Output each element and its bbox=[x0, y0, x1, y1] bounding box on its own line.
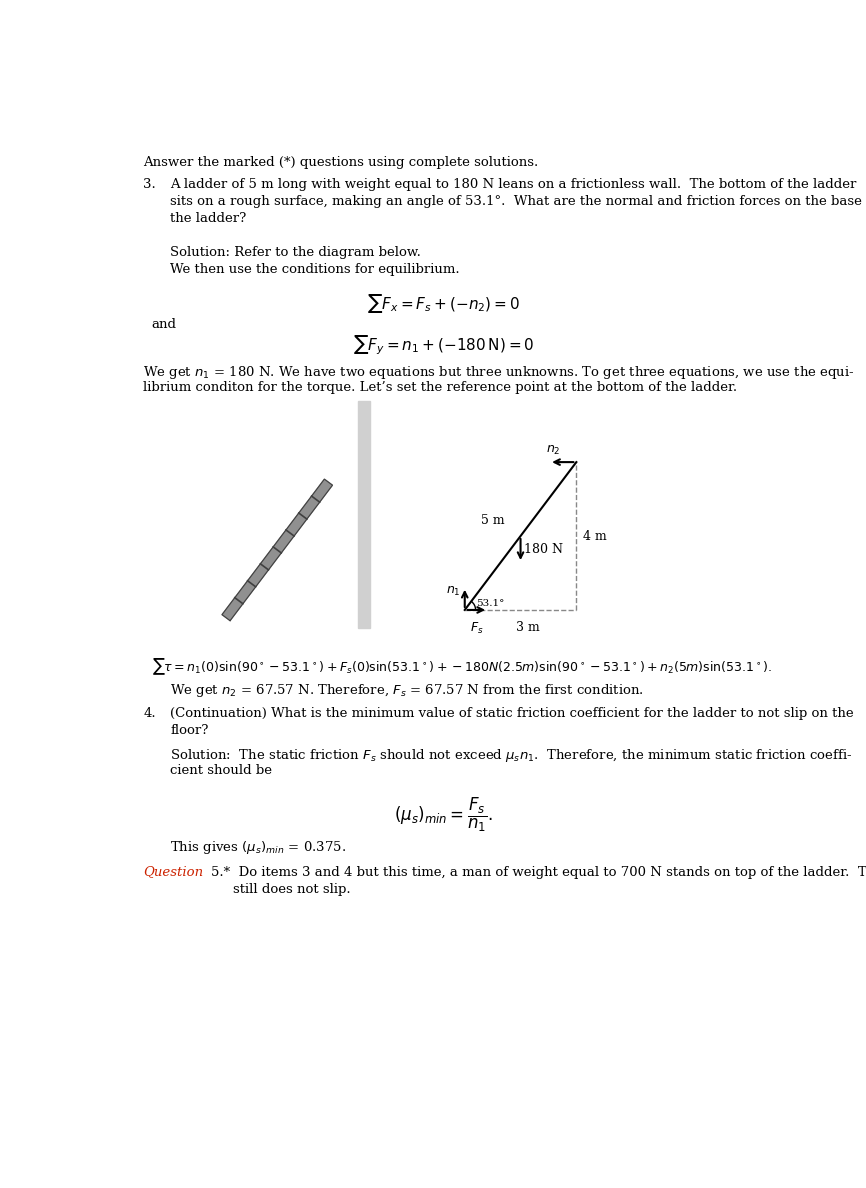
Text: and: and bbox=[151, 318, 176, 331]
Text: Question: Question bbox=[143, 866, 204, 879]
Text: $\sum \tau = n_1(0)\sin(90^\circ - 53.1^\circ) + F_s(0)\sin(53.1^\circ) + -180N(: $\sum \tau = n_1(0)\sin(90^\circ - 53.1^… bbox=[152, 656, 772, 677]
Text: 3.: 3. bbox=[143, 178, 156, 191]
Text: 4 m: 4 m bbox=[583, 530, 606, 543]
Text: $F_s$: $F_s$ bbox=[469, 621, 483, 636]
Text: the ladder?: the ladder? bbox=[171, 211, 247, 225]
Text: (Continuation) What is the minimum value of static friction coefficient for the : (Continuation) What is the minimum value… bbox=[171, 707, 854, 720]
Text: 3 m: 3 m bbox=[516, 621, 540, 633]
Text: We then use the conditions for equilibrium.: We then use the conditions for equilibri… bbox=[171, 263, 460, 276]
Text: librium conditon for the torque. Let’s set the reference point at the bottom of : librium conditon for the torque. Let’s s… bbox=[143, 381, 737, 394]
Text: still does not slip.: still does not slip. bbox=[233, 883, 351, 896]
Text: This gives $(\mu_s)_{min}$ = 0.375.: This gives $(\mu_s)_{min}$ = 0.375. bbox=[171, 839, 346, 855]
Text: $n_2$: $n_2$ bbox=[546, 444, 560, 457]
Text: 53.1°: 53.1° bbox=[476, 599, 505, 607]
Text: cient should be: cient should be bbox=[171, 764, 272, 777]
Text: 4.: 4. bbox=[143, 707, 156, 720]
Bar bbox=[358, 400, 370, 627]
Text: floor?: floor? bbox=[171, 723, 209, 737]
Text: $(\mu_s)_{min} = \dfrac{F_s}{n_1}.$: $(\mu_s)_{min} = \dfrac{F_s}{n_1}.$ bbox=[394, 796, 494, 834]
Text: sits on a rough surface, making an angle of 53.1°.  What are the normal and fric: sits on a rough surface, making an angle… bbox=[171, 195, 866, 208]
Text: We get $n_2$ = 67.57 N. Therefore, $F_s$ = 67.57 N from the first condition.: We get $n_2$ = 67.57 N. Therefore, $F_s$… bbox=[171, 682, 644, 699]
Text: A ladder of 5 m long with weight equal to 180 N leans on a frictionless wall.  T: A ladder of 5 m long with weight equal t… bbox=[171, 178, 856, 191]
Text: We get $n_1$ = 180 N. We have two equations but three unknowns. To get three equ: We get $n_1$ = 180 N. We have two equati… bbox=[143, 365, 855, 381]
Text: 5 m: 5 m bbox=[481, 513, 505, 526]
Polygon shape bbox=[222, 479, 333, 620]
Text: $\sum F_y = n_1 + (-180\,\mathrm{N}) = 0$: $\sum F_y = n_1 + (-180\,\mathrm{N}) = 0… bbox=[353, 334, 534, 358]
Text: 180 N: 180 N bbox=[524, 543, 563, 556]
Text: 5.*  Do items 3 and 4 but this time, a man of weight equal to 700 N stands on to: 5.* Do items 3 and 4 but this time, a ma… bbox=[211, 866, 866, 879]
Text: Solution:  The static friction $F_s$ should not exceed $\mu_s n_1$.  Therefore, : Solution: The static friction $F_s$ shou… bbox=[171, 747, 853, 764]
Text: Solution: Refer to the diagram below.: Solution: Refer to the diagram below. bbox=[171, 246, 421, 259]
Text: $n_1$: $n_1$ bbox=[446, 586, 461, 599]
Text: $\sum F_x = F_s + (-n_2) = 0$: $\sum F_x = F_s + (-n_2) = 0$ bbox=[367, 292, 520, 315]
Text: Answer the marked (*) questions using complete solutions.: Answer the marked (*) questions using co… bbox=[143, 157, 539, 170]
